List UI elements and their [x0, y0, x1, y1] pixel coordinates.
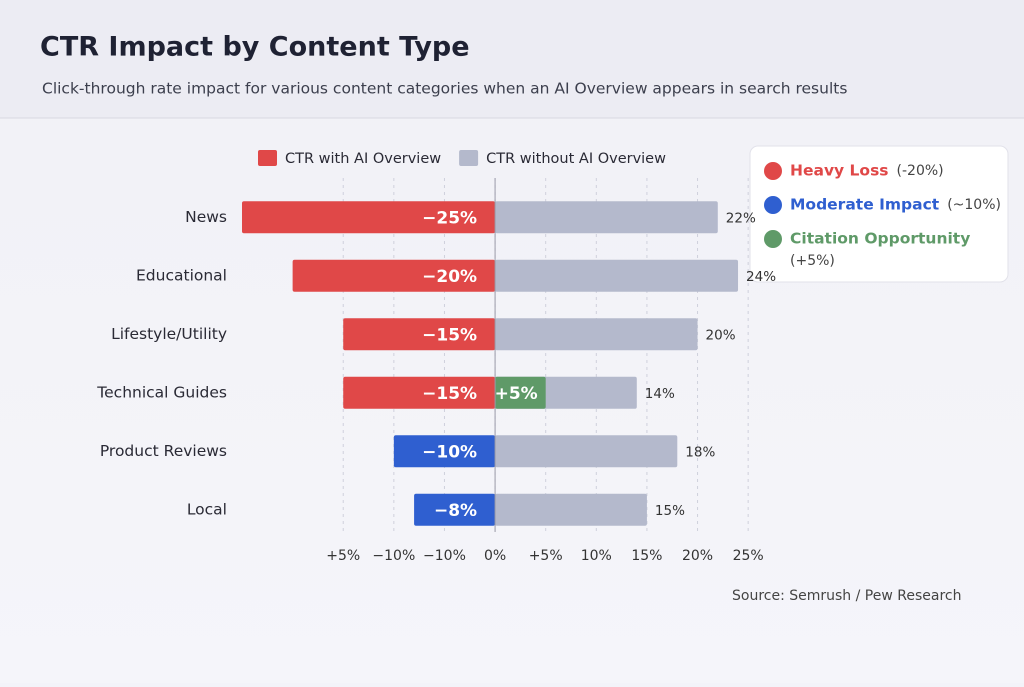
header-band	[0, 0, 1024, 118]
x-tick-label: +5%	[529, 548, 563, 564]
value-label: −15%	[422, 325, 477, 345]
impact-legend-name: Heavy Loss	[790, 162, 889, 180]
bar	[495, 318, 698, 351]
impact-legend-dot	[764, 230, 782, 248]
bar	[495, 259, 739, 292]
value-label: +5%	[495, 384, 538, 404]
x-tick-label: +5%	[326, 548, 360, 564]
category-label: Product Reviews	[100, 442, 227, 460]
value-label: −20%	[422, 267, 477, 287]
bar	[414, 493, 496, 526]
legend-label: CTR without AI Overview	[486, 151, 666, 167]
value-label: −8%	[434, 501, 477, 521]
source: Source: Semrush / Pew Research	[732, 588, 961, 604]
value-label: 24%	[746, 269, 776, 285]
impact-legend-name: Moderate Impact	[790, 196, 940, 214]
value-label: −15%	[422, 384, 477, 404]
value-label: −10%	[422, 442, 477, 462]
bar	[292, 259, 496, 292]
chart-title: CTR Impact by Content Type	[40, 32, 470, 63]
impact-legend-name: Citation Opportunity	[790, 230, 970, 248]
value-label: 22%	[726, 210, 756, 226]
x-tick-label: 10%	[581, 548, 612, 564]
bar	[343, 318, 496, 351]
bar	[495, 376, 546, 409]
chart-subtitle: Click-through rate impact for various co…	[42, 80, 847, 98]
legend-swatch	[459, 150, 479, 166]
value-label: 15%	[655, 503, 685, 519]
bar	[495, 201, 718, 234]
x-tick-label: 25%	[733, 548, 764, 564]
impact-legend-dot	[764, 162, 782, 180]
value-label: 20%	[706, 327, 736, 343]
x-tick-label: 0%	[484, 548, 506, 564]
x-tick-label: −10%	[423, 548, 466, 564]
impact-legend-box	[749, 145, 1009, 283]
category-label: Lifestyle/Utility	[111, 325, 227, 343]
impact-legend-note: (+5%)	[790, 253, 835, 269]
category-label: Technical Guides	[96, 383, 227, 401]
x-tick-label: −10%	[372, 548, 415, 564]
bar	[242, 201, 496, 234]
category-label: Local	[187, 500, 227, 518]
impact-legend-note: (~10%)	[947, 197, 1001, 213]
bar	[393, 435, 496, 468]
category-label: Educational	[136, 266, 227, 284]
legend-swatch	[258, 150, 277, 166]
value-label: 18%	[685, 444, 715, 460]
bar	[495, 493, 647, 526]
value-label: −25%	[422, 208, 477, 228]
x-tick-label: 15%	[631, 548, 662, 564]
bar	[495, 435, 678, 468]
value-label: 14%	[645, 386, 675, 402]
bar	[343, 376, 496, 409]
impact-legend-note: (-20%)	[897, 163, 944, 179]
legend-label: CTR with AI Overview	[285, 151, 441, 167]
x-tick-label: 20%	[682, 548, 713, 564]
category-label: News	[185, 208, 227, 226]
impact-legend-dot	[764, 196, 782, 214]
